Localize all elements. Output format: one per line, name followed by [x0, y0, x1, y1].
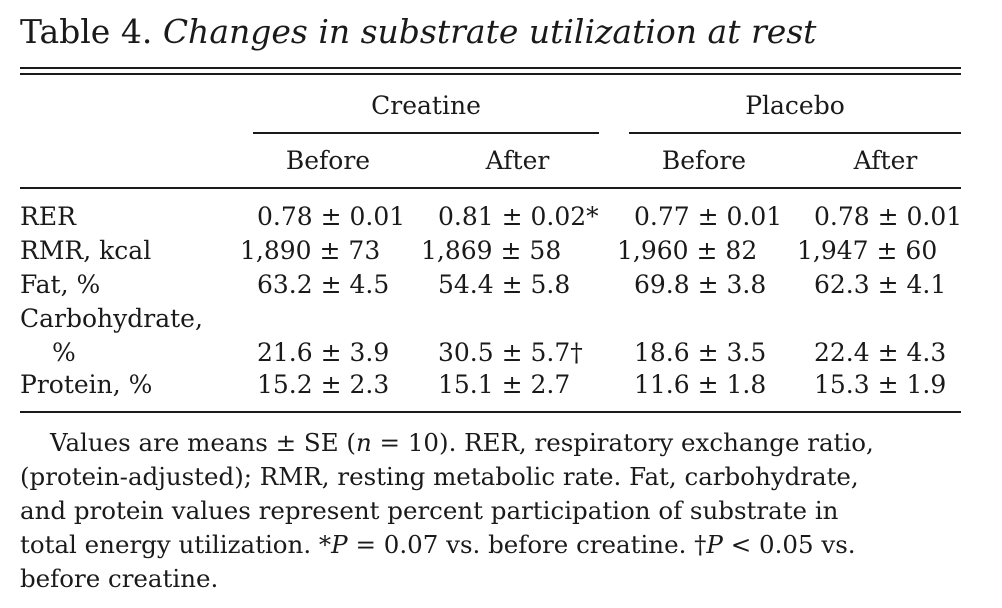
footnote-line-5: before creatine.: [20, 564, 219, 593]
cell-fat-placebo-before: 69.8 ± 3.8: [634, 270, 767, 299]
group-rule-placebo: [629, 132, 961, 134]
footnote-text: < 0.05 vs.: [722, 530, 856, 559]
cell-carb-placebo-before: 18.6 ± 3.5: [634, 338, 767, 367]
cell-rer-placebo-before: 0.77 ± 0.01: [634, 202, 783, 231]
cell-carb-creatine-after: 30.5 ± 5.7†: [438, 338, 583, 367]
row-label-carbohydrate-cont: %: [52, 338, 76, 367]
cell-protein-placebo-after: 15.3 ± 1.9: [814, 370, 947, 399]
cell-fat-creatine-after: 54.4 ± 5.8: [438, 270, 571, 299]
table-caption: Changes in substrate utilization at rest: [162, 12, 817, 51]
subheader-placebo-before: Before: [661, 146, 747, 175]
cell-rer-creatine-before: 0.78 ± 0.01: [257, 202, 406, 231]
subheader-creatine-after: After: [485, 146, 550, 175]
row-label-protein: Protein, %: [20, 370, 153, 399]
table-title: Table 4. Changes in substrate utilizatio…: [20, 12, 816, 51]
table-footnote: Values are means ± SE (n = 10). RER, res…: [20, 426, 961, 596]
cell-rmr-creatine-before: 1,890 ± 73: [240, 236, 381, 265]
footnote-line-1: Values are means ± SE (n = 10). RER, res…: [20, 426, 961, 460]
footnote-line-4: total energy utilization. *P = 0.07 vs. …: [20, 528, 961, 562]
footnote-line-3: and protein values represent percent par…: [20, 496, 839, 525]
subheader-creatine-before: Before: [285, 146, 371, 175]
footnote-line-2: (protein-adjusted); RMR, resting metabol…: [20, 462, 859, 491]
cell-protein-placebo-before: 11.6 ± 1.8: [634, 370, 767, 399]
table-label: Table 4.: [20, 12, 153, 51]
cell-rer-creatine-after: 0.81 ± 0.02*: [438, 202, 599, 231]
row-label-rmr: RMR, kcal: [20, 236, 152, 265]
top-rule-1: [20, 67, 961, 69]
bottom-rule: [20, 411, 961, 413]
footnote-p: P: [706, 530, 723, 559]
group-header-placebo: Placebo: [745, 91, 845, 120]
row-label-rer: RER: [20, 202, 76, 231]
footnote-p: P: [331, 530, 348, 559]
footnote-n: n: [355, 428, 372, 457]
group-rule-creatine: [253, 132, 599, 134]
footnote-text: = 0.07 vs. before creatine. †: [347, 530, 707, 559]
top-rule-2: [20, 73, 961, 75]
cell-fat-creatine-before: 63.2 ± 4.5: [257, 270, 390, 299]
header-rule: [20, 187, 961, 189]
cell-protein-creatine-after: 15.1 ± 2.7: [438, 370, 571, 399]
cell-rmr-placebo-after: 1,947 ± 60: [797, 236, 938, 265]
footnote-text: = 10). RER, respiratory exchange ratio,: [371, 428, 874, 457]
group-header-creatine: Creatine: [371, 91, 481, 120]
row-label-fat: Fat, %: [20, 270, 101, 299]
subheader-placebo-after: After: [853, 146, 918, 175]
cell-carb-placebo-after: 22.4 ± 4.3: [814, 338, 947, 367]
cell-rer-placebo-after: 0.78 ± 0.01: [814, 202, 963, 231]
cell-carb-creatine-before: 21.6 ± 3.9: [257, 338, 390, 367]
cell-rmr-creatine-after: 1,869 ± 58: [421, 236, 562, 265]
cell-protein-creatine-before: 15.2 ± 2.3: [257, 370, 390, 399]
row-label-carbohydrate: Carbohydrate,: [20, 304, 203, 333]
footnote-text: total energy utilization. *: [20, 530, 332, 559]
cell-fat-placebo-after: 62.3 ± 4.1: [814, 270, 947, 299]
footnote-text: Values are means ± SE (: [50, 428, 356, 457]
cell-rmr-placebo-before: 1,960 ± 82: [617, 236, 758, 265]
